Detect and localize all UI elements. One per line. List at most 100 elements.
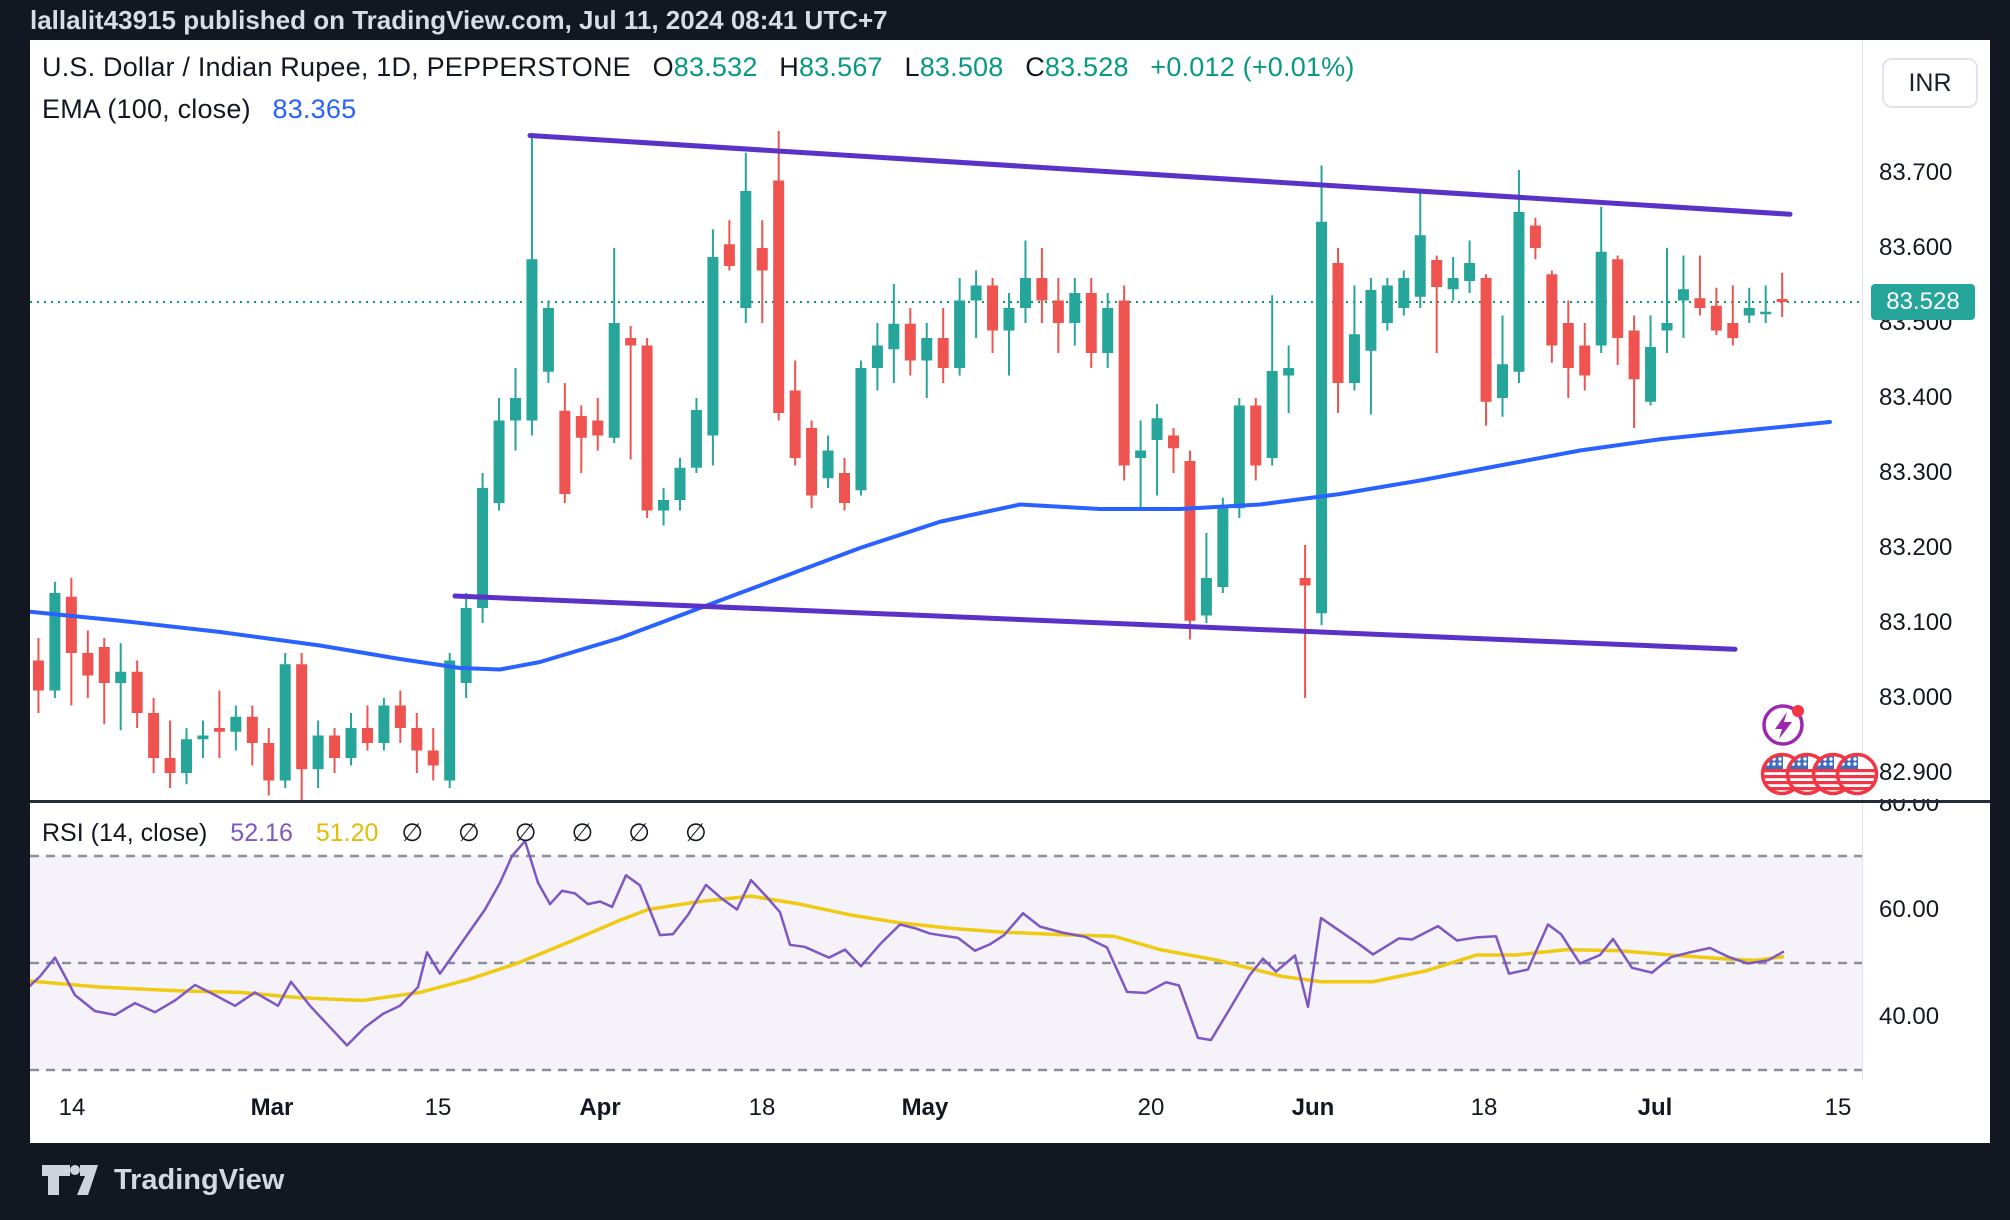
candle-body <box>723 244 735 266</box>
price-axis-label: 83.100 <box>1879 609 1953 636</box>
candle-body <box>49 593 61 691</box>
price-axis-label: 83.300 <box>1879 459 1953 486</box>
rsi-axis-label: 40.00 <box>1879 1002 1940 1030</box>
lower-channel-trendline[interactable] <box>452 593 1738 652</box>
candle-body <box>871 345 883 368</box>
high-value: 83.567 <box>798 52 883 82</box>
candle-body <box>806 428 818 496</box>
time-axis-label: May <box>901 1094 949 1121</box>
us-flag-event-icon[interactable] <box>1835 752 1879 796</box>
candle-body <box>1019 278 1031 308</box>
candle-body <box>1529 225 1541 248</box>
time-axis-label: Apr <box>579 1094 621 1121</box>
candle-body <box>1546 274 1558 346</box>
candle-body <box>411 728 423 751</box>
rsi-ma-line[interactable] <box>30 894 1785 1003</box>
candle-body <box>625 338 637 346</box>
tradingview-logo-icon[interactable] <box>40 1163 100 1197</box>
ema100-line[interactable] <box>30 420 1832 672</box>
price-axis[interactable]: 83.700 83.600 83.500 83.400 83.300 83.200 83.1… <box>1862 40 1991 1080</box>
rsi-line[interactable] <box>30 839 1785 1047</box>
candle-body <box>1151 418 1163 440</box>
upper-channel-trendline[interactable] <box>527 133 1793 217</box>
candle-body <box>789 390 801 458</box>
candle-body <box>1200 578 1212 616</box>
candle-body <box>1085 293 1097 353</box>
candle-body <box>131 671 143 713</box>
lightning-event-icon[interactable] <box>1762 704 1804 746</box>
candle-body <box>839 473 850 503</box>
chart-legend: U.S. Dollar / Indian Rupee, 1D, PEPPERST… <box>42 52 1355 125</box>
candle-body <box>1464 263 1476 281</box>
rsi-pane[interactable] <box>30 802 1862 1080</box>
main-chart-pane[interactable] <box>30 40 1862 802</box>
candle-body <box>378 705 390 743</box>
close-label: C <box>1025 52 1045 82</box>
candle-body <box>394 705 406 728</box>
pane-divider[interactable] <box>30 800 1990 803</box>
candle-body <box>1447 278 1459 290</box>
symbol-title[interactable]: U.S. Dollar / Indian Rupee, 1D, PEPPERST… <box>42 52 631 82</box>
candle-body <box>1266 371 1278 458</box>
rsi-empty-set-icons: ∅ ∅ ∅ ∅ ∅ ∅ <box>401 819 721 847</box>
candle-body <box>1135 450 1147 458</box>
candle-body <box>888 323 900 350</box>
candle-body <box>82 653 94 676</box>
candle-body <box>592 420 604 436</box>
candle-body <box>1250 405 1262 466</box>
change-value: +0.012 (+0.01%) <box>1150 52 1355 82</box>
candle-body <box>1184 461 1196 621</box>
candle-body <box>690 410 702 468</box>
currency-button[interactable]: INR <box>1882 58 1978 108</box>
candle-body <box>954 300 966 368</box>
footer-bar: TradingView <box>0 1143 2010 1220</box>
high-label: H <box>779 52 799 82</box>
close-value: 83.528 <box>1044 52 1129 82</box>
candle-body <box>279 664 291 781</box>
candle-body <box>1743 308 1755 316</box>
chart-event-icons[interactable] <box>1750 660 1885 805</box>
ema-indicator-label[interactable]: EMA (100, close) <box>42 94 251 124</box>
candle-body <box>230 716 242 732</box>
candle-body <box>822 450 834 479</box>
candle-body <box>575 416 587 438</box>
candle-body <box>1727 323 1739 338</box>
ema-indicator-value: 83.365 <box>272 94 357 124</box>
candle-body <box>1497 364 1508 398</box>
candle-body <box>1036 278 1048 301</box>
candle-body <box>855 368 867 491</box>
candle-body <box>312 735 324 770</box>
time-axis-label: 18 <box>1470 1094 1498 1121</box>
candle-body <box>148 713 160 758</box>
candle-body <box>937 338 949 368</box>
candle-body <box>987 285 999 331</box>
candle-body <box>1217 508 1229 587</box>
candle-body <box>1776 299 1788 302</box>
candle-body <box>1316 221 1328 614</box>
candle-body <box>921 338 933 361</box>
candle-body <box>1348 334 1360 383</box>
candle-body <box>1168 435 1179 449</box>
candle-body <box>329 735 341 758</box>
candle-body <box>1233 405 1245 509</box>
time-axis[interactable]: 14 Mar 15 Apr 18 May 20 Jun 18 Jul 15 <box>30 1080 1990 1143</box>
candle-body <box>115 671 127 683</box>
chart-card: U.S. Dollar / Indian Rupee, 1D, PEPPERST… <box>30 40 1990 1143</box>
candle-body <box>361 728 373 743</box>
candle-body <box>1332 263 1344 383</box>
time-axis-label: Jul <box>1637 1094 1673 1121</box>
time-axis-label: 14 <box>58 1094 86 1121</box>
candle-body <box>707 257 719 436</box>
candles-group <box>32 131 1788 802</box>
candle-body <box>1283 368 1295 376</box>
time-axis-label: 18 <box>748 1094 776 1121</box>
candle-body <box>559 410 571 494</box>
rsi-label[interactable]: RSI (14, close) <box>42 819 208 847</box>
candle-body <box>1069 293 1081 323</box>
candle-body <box>164 758 176 773</box>
price-axis-label: 83.400 <box>1879 384 1953 411</box>
tradingview-brand[interactable]: TradingView <box>114 1163 285 1196</box>
candle-body <box>658 500 670 511</box>
candle-body <box>756 248 768 271</box>
